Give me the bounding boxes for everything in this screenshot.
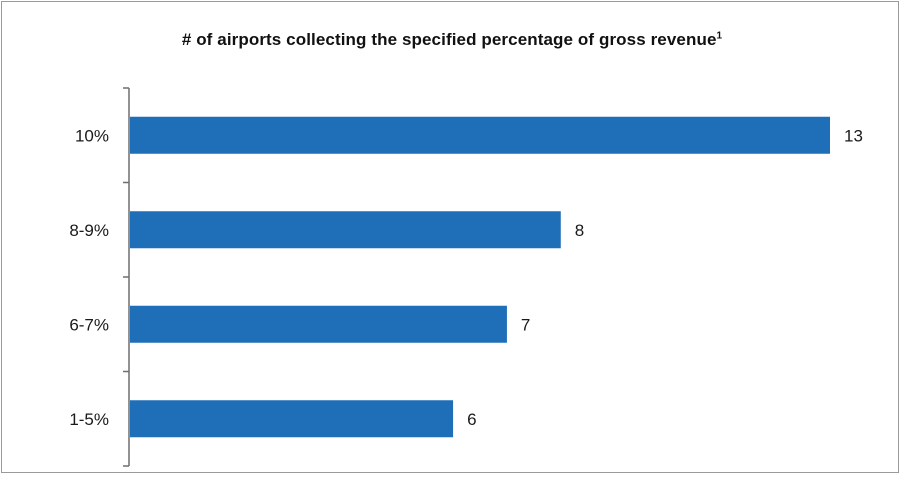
value-label: 8 [575,221,584,240]
category-label: 8-9% [69,221,109,240]
category-label: 10% [75,126,109,145]
chart-title-text: # of airports collecting the specified p… [181,30,717,49]
labels-layer: 10% 13 8-9% 8 6-7% 7 1-5% 6 [69,126,863,429]
category-label: 6-7% [69,315,109,334]
category-label: 1-5% [69,410,109,429]
chart-title-footnote: 1 [716,30,723,42]
bar-8-9% [130,211,561,249]
chart-title: # of airports collecting the specified p… [0,30,904,50]
bar-1-5% [130,400,454,438]
value-label: 13 [844,126,863,145]
bar-10% [130,116,830,154]
value-label: 7 [521,315,530,334]
value-label: 6 [467,410,476,429]
bar-6-7% [130,305,507,343]
bars-layer [130,116,830,438]
axis-layer [123,87,130,467]
